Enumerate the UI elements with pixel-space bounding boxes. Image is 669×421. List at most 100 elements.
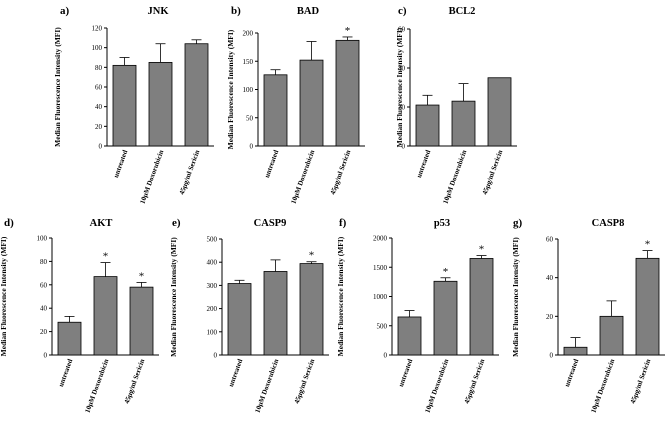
x-tick-label: 45µg/ml Sericin <box>123 358 147 405</box>
chart-title: JNK <box>148 6 170 17</box>
chart-panel-bad: b) BAD Median Fluorescence Intensity (MFI)… <box>226 5 365 205</box>
bar <box>93 276 118 356</box>
x-tick-label: untreated <box>263 149 280 179</box>
bar <box>599 315 624 356</box>
chart-title: p53 <box>434 218 450 229</box>
y-tick-label: 60 <box>546 236 554 244</box>
y-tick-label: 200 <box>243 30 254 38</box>
bar <box>335 39 360 147</box>
significance-star: * <box>345 25 351 37</box>
significance-star: * <box>645 239 651 251</box>
panel-letter: b) <box>231 5 241 17</box>
y-tick-label: 20 <box>95 123 103 131</box>
significance-star: * <box>139 270 145 282</box>
y-tick-label: 100 <box>92 44 103 52</box>
chart-title: BCL2 <box>449 6 476 17</box>
x-tick-label: 45µg/ml Sericin <box>178 149 202 196</box>
y-axis-label: Median Fluorescence Intensity (MFI) <box>511 237 520 357</box>
x-tick-label: 45µg/ml Sericin <box>293 358 317 405</box>
y-tick-label: 80 <box>95 64 103 72</box>
y-tick-label: 0 <box>214 352 218 360</box>
x-tick-label: 10µM Doxorubicin <box>423 358 450 414</box>
panel-letter: d) <box>4 217 14 229</box>
y-tick-label: 20 <box>398 104 406 112</box>
x-tick-label: 10µM Doxorubicin <box>441 149 468 205</box>
y-tick-label: 500 <box>207 236 218 244</box>
significance-star: * <box>479 244 485 256</box>
significance-star: * <box>103 251 109 263</box>
bar <box>148 62 173 147</box>
panel-letter: g) <box>513 217 523 229</box>
panel-letter: e) <box>172 217 181 229</box>
panel-letter: c) <box>398 5 407 17</box>
chart-title: CASP9 <box>254 218 287 229</box>
y-tick-label: 60 <box>398 26 406 34</box>
chart-title: CASP8 <box>592 218 625 229</box>
chart-title: AKT <box>90 218 113 229</box>
x-tick-label: 10µM Doxorubicin <box>83 358 110 414</box>
bar <box>433 280 458 356</box>
x-tick-label: 45µg/ml Sericin <box>629 358 653 405</box>
y-tick-label: 120 <box>92 25 103 33</box>
bar <box>397 316 422 356</box>
y-tick-label: 40 <box>40 305 48 313</box>
bar <box>469 258 494 356</box>
x-tick-label: 45µg/ml Sericin <box>329 149 353 196</box>
y-tick-label: 150 <box>243 58 254 66</box>
y-tick-label: 300 <box>207 282 218 290</box>
y-tick-label: 0 <box>44 352 48 360</box>
y-tick-label: 0 <box>550 352 554 360</box>
y-axis-label: Median Fluorescence Intensity (MFI) <box>336 236 345 356</box>
y-tick-label: 400 <box>207 259 218 267</box>
significance-star: * <box>309 250 315 262</box>
bar <box>263 74 288 147</box>
x-tick-label: untreated <box>227 358 244 388</box>
chart-panel-p53: f) p53 Median Fluorescence Intensity (MFI)… <box>336 217 499 414</box>
significance-star: * <box>443 266 449 278</box>
y-tick-label: 40 <box>398 65 406 73</box>
y-axis-label: Median Fluorescence Intensity (MFI) <box>226 29 235 149</box>
bar <box>563 346 588 356</box>
panel-letter: a) <box>60 5 70 17</box>
x-tick-label: 10µM Doxorubicin <box>289 149 316 205</box>
y-tick-label: 0 <box>384 352 388 360</box>
y-tick-label: 40 <box>546 274 554 282</box>
chart-panel-casp8: g) CASP8 Median Fluorescence Intensity (MF… <box>511 217 665 414</box>
y-tick-label: 100 <box>207 328 218 336</box>
panel-letter: f) <box>339 217 347 229</box>
y-tick-label: 40 <box>95 103 103 111</box>
y-tick-label: 60 <box>95 84 103 92</box>
x-tick-label: untreated <box>57 358 74 388</box>
bar <box>184 43 209 147</box>
y-tick-label: 20 <box>40 328 48 336</box>
y-tick-label: 100 <box>243 86 254 94</box>
chart-panel-casp9: e) CASP9 Median Fluorescence Intensity (MF… <box>169 217 329 414</box>
bar <box>635 257 660 356</box>
y-tick-label: 0 <box>99 143 103 151</box>
y-tick-label: 60 <box>40 281 48 289</box>
y-axis-label: Median Fluorescence Intensity (MFI) <box>53 27 62 147</box>
chart-title: BAD <box>297 6 320 17</box>
y-tick-label: 0 <box>402 143 406 151</box>
y-tick-label: 2000 <box>373 235 388 243</box>
y-tick-label: 1500 <box>373 264 388 272</box>
bar <box>299 263 324 356</box>
y-axis-label: Median Fluorescence Intensity (MFI) <box>169 237 178 357</box>
bar <box>112 64 137 147</box>
bar <box>415 104 440 147</box>
y-axis-label: Median Fluorescence Intensity (MFI) <box>0 236 8 356</box>
bar <box>451 100 476 147</box>
bar <box>227 283 252 356</box>
x-tick-label: untreated <box>112 149 129 179</box>
chart-panel-akt: d) AKT Median Fluorescence Intensity (MFI)… <box>0 217 159 414</box>
x-tick-label: 10µM Doxorubicin <box>589 358 616 414</box>
chart-panel-bcl2: c) BCL2 Median Fluorescence Intensity (MFI… <box>395 5 517 205</box>
y-tick-label: 1000 <box>373 293 388 301</box>
x-tick-label: 10µM Doxorubicin <box>253 358 280 414</box>
x-tick-label: untreated <box>397 358 414 388</box>
y-tick-label: 500 <box>377 322 388 330</box>
bar <box>487 77 512 147</box>
x-tick-label: untreated <box>563 358 580 388</box>
y-tick-label: 200 <box>207 305 218 313</box>
